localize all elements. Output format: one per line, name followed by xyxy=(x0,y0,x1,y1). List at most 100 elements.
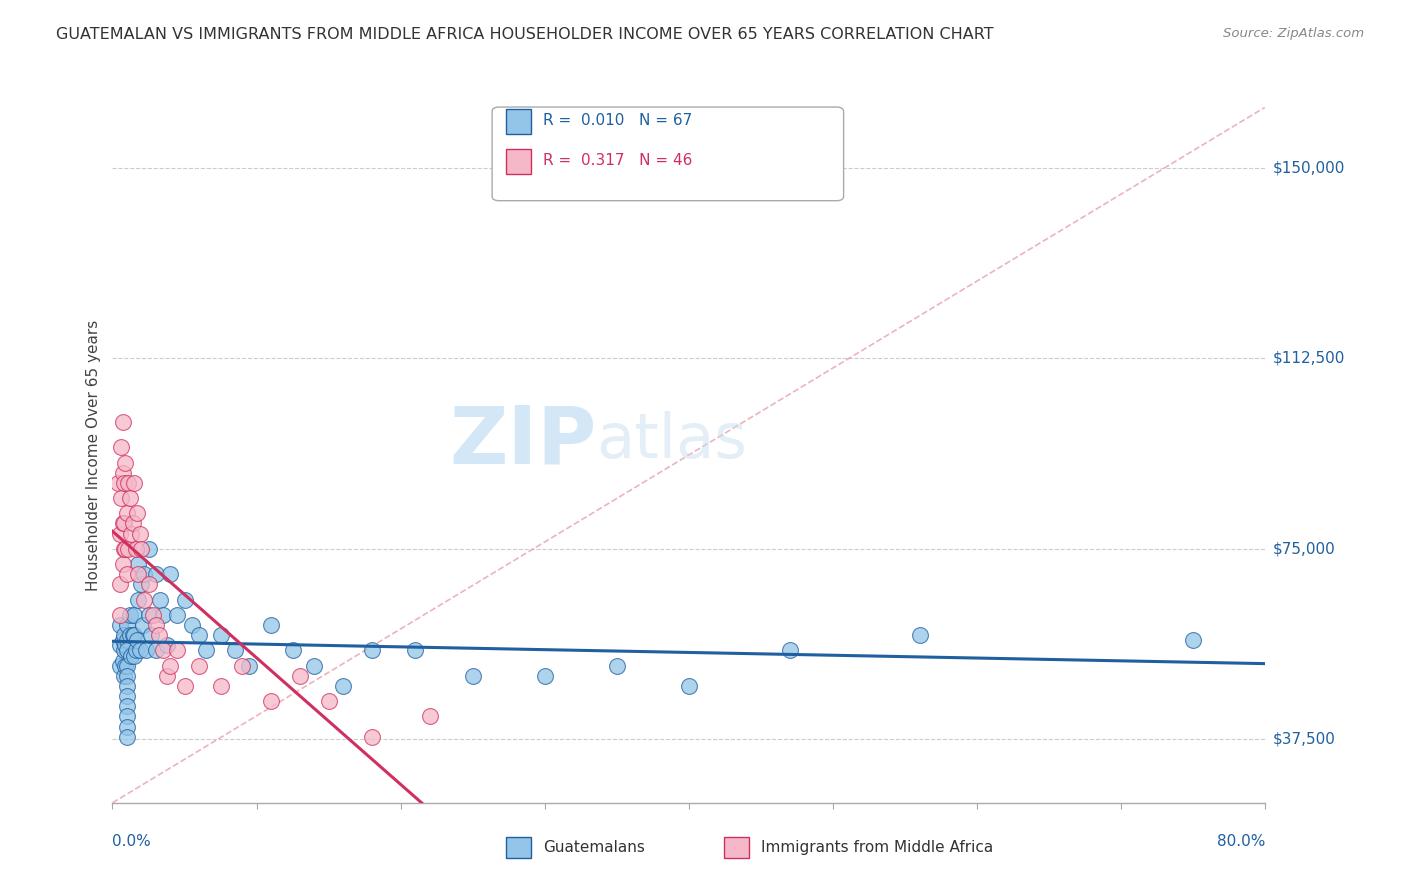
Point xyxy=(115,567,138,582)
Point xyxy=(209,628,232,642)
Point xyxy=(108,658,131,673)
Point xyxy=(606,658,628,673)
Point xyxy=(122,648,145,663)
Point xyxy=(124,541,146,556)
Point xyxy=(118,607,141,622)
Point xyxy=(111,516,134,531)
Point xyxy=(231,658,253,673)
Point xyxy=(533,669,555,683)
Point xyxy=(145,618,167,632)
Point xyxy=(114,456,136,470)
Text: GUATEMALAN VS IMMIGRANTS FROM MIDDLE AFRICA HOUSEHOLDER INCOME OVER 65 YEARS COR: GUATEMALAN VS IMMIGRANTS FROM MIDDLE AFR… xyxy=(56,27,994,42)
Point xyxy=(138,541,160,556)
Point xyxy=(111,633,134,648)
Point xyxy=(125,506,148,520)
Point xyxy=(108,577,131,591)
Point xyxy=(110,491,132,505)
Point xyxy=(111,557,134,571)
Point xyxy=(224,643,246,657)
Point xyxy=(678,679,700,693)
Text: R =  0.010   N = 67: R = 0.010 N = 67 xyxy=(543,113,692,128)
Point xyxy=(107,475,129,490)
Point xyxy=(188,658,211,673)
Point xyxy=(304,658,326,673)
Point xyxy=(360,643,382,657)
Point xyxy=(111,466,134,480)
Point xyxy=(115,618,138,632)
Point xyxy=(112,516,135,531)
Point xyxy=(128,643,150,657)
Point xyxy=(111,654,134,668)
Point xyxy=(122,607,145,622)
Point xyxy=(129,577,153,591)
Point xyxy=(180,618,202,632)
Text: 80.0%: 80.0% xyxy=(1218,834,1265,849)
Point xyxy=(156,669,179,683)
Point xyxy=(115,633,138,648)
Point xyxy=(114,658,136,673)
Point xyxy=(138,577,160,591)
Point xyxy=(120,648,142,663)
Point xyxy=(108,526,131,541)
Point xyxy=(152,607,174,622)
Point xyxy=(112,541,135,556)
Point xyxy=(779,643,801,657)
Text: 0.0%: 0.0% xyxy=(112,834,152,849)
Point xyxy=(124,643,146,657)
Point xyxy=(134,592,156,607)
Point xyxy=(318,694,340,708)
Point xyxy=(120,526,142,541)
Point xyxy=(114,541,136,556)
Point xyxy=(281,643,304,657)
Point xyxy=(152,643,174,657)
Text: atlas: atlas xyxy=(596,411,748,471)
Point xyxy=(111,415,134,429)
Point xyxy=(115,643,138,657)
Point xyxy=(121,628,143,642)
Point xyxy=(238,658,260,673)
Point xyxy=(117,475,139,490)
Point xyxy=(159,658,181,673)
Point xyxy=(108,639,131,653)
Point xyxy=(148,628,170,642)
Point xyxy=(173,592,195,607)
Point xyxy=(108,618,131,632)
Point xyxy=(121,516,143,531)
Text: $75,000: $75,000 xyxy=(1272,541,1336,557)
Point xyxy=(112,628,135,642)
Point xyxy=(419,709,441,723)
Point xyxy=(1182,633,1205,648)
Point xyxy=(127,592,149,607)
Point xyxy=(461,669,484,683)
Point xyxy=(149,592,172,607)
Point xyxy=(129,541,153,556)
Point xyxy=(332,679,354,693)
Point xyxy=(138,607,160,622)
Text: Source: ZipAtlas.com: Source: ZipAtlas.com xyxy=(1223,27,1364,40)
Point xyxy=(115,709,138,723)
Point xyxy=(166,607,188,622)
Point xyxy=(110,440,132,454)
Point xyxy=(115,730,138,744)
Point xyxy=(115,658,138,673)
Point xyxy=(128,526,150,541)
Point xyxy=(125,633,148,648)
Point xyxy=(115,669,138,683)
Point xyxy=(108,607,131,622)
Point xyxy=(122,628,145,642)
Point xyxy=(209,679,232,693)
Point xyxy=(115,689,138,703)
Text: ZIP: ZIP xyxy=(450,402,596,480)
Point xyxy=(115,506,138,520)
Point xyxy=(114,639,136,653)
Point xyxy=(132,618,155,632)
Point xyxy=(156,639,179,653)
Text: $112,500: $112,500 xyxy=(1272,351,1344,366)
Point xyxy=(142,607,165,622)
Point xyxy=(118,491,141,505)
Point xyxy=(134,567,156,582)
Point xyxy=(115,679,138,693)
Point xyxy=(173,679,195,693)
Text: $37,500: $37,500 xyxy=(1272,731,1336,747)
Point xyxy=(908,628,931,642)
